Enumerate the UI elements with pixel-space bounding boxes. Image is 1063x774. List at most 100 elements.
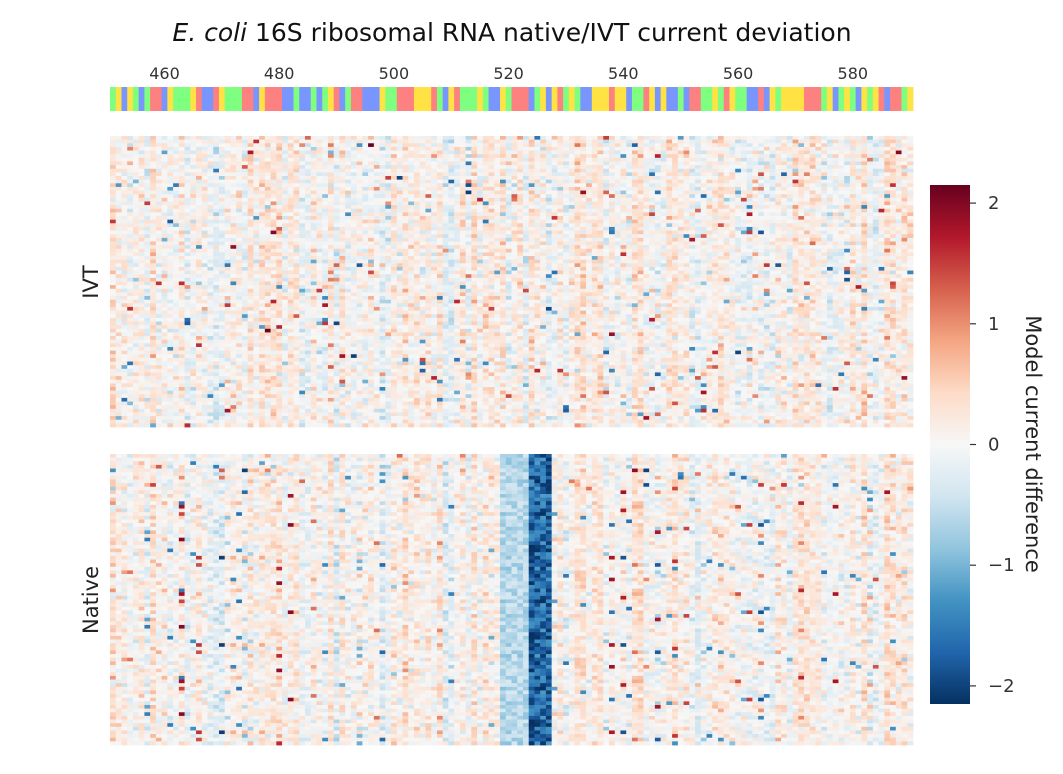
heatmap-cell: [718, 205, 724, 209]
heatmap-cell: [437, 201, 443, 205]
heatmap-cell: [202, 158, 208, 162]
heatmap-cell: [787, 212, 793, 216]
heatmap-cell: [655, 241, 661, 245]
heatmap-cell: [517, 158, 523, 162]
heatmap-cell: [678, 151, 684, 155]
heatmap-cell: [815, 216, 821, 220]
heatmap-cell: [666, 227, 672, 231]
heatmap-cell: [311, 238, 317, 242]
heatmap-cell: [471, 187, 477, 191]
heatmap-cell: [712, 223, 718, 227]
heatmap-cell: [483, 176, 489, 180]
heatmap-cell: [362, 187, 368, 191]
heatmap-cell: [747, 180, 753, 184]
heatmap-cell: [632, 161, 638, 165]
heatmap-cell: [322, 183, 328, 187]
heatmap-cell: [729, 140, 735, 144]
heatmap-cell: [615, 172, 621, 176]
heatmap-cell: [838, 161, 844, 165]
heatmap-cell: [179, 140, 185, 144]
sequence-base: [529, 87, 535, 111]
heatmap-cell: [575, 223, 581, 227]
heatmap-cell: [288, 140, 294, 144]
heatmap-cell: [506, 256, 512, 260]
heatmap-cell: [873, 165, 879, 169]
heatmap-cell: [185, 161, 191, 165]
heatmap-cell: [460, 151, 466, 155]
heatmap-cell: [540, 165, 546, 169]
heatmap-cell: [162, 223, 168, 227]
heatmap-cell: [626, 187, 632, 191]
heatmap-cell: [890, 212, 896, 216]
heatmap-cell: [431, 143, 437, 147]
heatmap-cell: [540, 143, 546, 147]
heatmap-cell: [620, 231, 626, 235]
heatmap-cell: [707, 140, 713, 144]
heatmap-cell: [316, 183, 322, 187]
heatmap-cell: [506, 231, 512, 235]
heatmap-cell: [156, 212, 162, 216]
heatmap-cell: [729, 209, 735, 213]
heatmap-cell: [626, 205, 632, 209]
heatmap-cell: [569, 158, 575, 162]
heatmap-cell: [339, 161, 345, 165]
heatmap-cell: [116, 143, 122, 147]
heatmap-cell: [219, 136, 225, 140]
heatmap-cell: [896, 169, 902, 173]
sequence-base: [770, 87, 776, 111]
heatmap-cell: [649, 165, 655, 169]
heatmap-cell: [815, 194, 821, 198]
heatmap-cell: [219, 169, 225, 173]
heatmap-cell: [316, 223, 322, 227]
heatmap-cell: [179, 147, 185, 151]
heatmap-cell: [707, 143, 713, 147]
heatmap-cell: [827, 143, 833, 147]
heatmap-cell: [420, 209, 426, 213]
heatmap-cell: [592, 231, 598, 235]
heatmap-cell: [557, 147, 563, 151]
heatmap-cell: [856, 169, 862, 173]
heatmap-cell: [603, 183, 609, 187]
heatmap-cell: [219, 140, 225, 144]
heatmap-cell: [454, 252, 460, 256]
heatmap-cell: [500, 169, 506, 173]
heatmap-cell: [259, 201, 265, 205]
heatmap-cell: [815, 201, 821, 205]
heatmap-cell: [724, 216, 730, 220]
heatmap-cell: [781, 216, 787, 220]
heatmap-cell: [684, 216, 690, 220]
heatmap-cell: [489, 212, 495, 216]
heatmap-cell: [586, 187, 592, 191]
heatmap-cell: [133, 165, 139, 169]
heatmap-cell: [443, 180, 449, 184]
heatmap-cell: [259, 180, 265, 184]
heatmap-cell: [902, 165, 908, 169]
heatmap-cell: [408, 227, 414, 231]
heatmap-cell: [282, 176, 288, 180]
heatmap-cell: [144, 183, 150, 187]
heatmap-cell: [236, 260, 242, 264]
sequence-base: [684, 87, 690, 111]
heatmap-cell: [167, 147, 173, 151]
heatmap-cell: [121, 143, 127, 147]
heatmap-cell: [764, 234, 770, 238]
heatmap-cell: [781, 252, 787, 256]
heatmap-cell: [276, 176, 282, 180]
heatmap-cell: [494, 216, 500, 220]
heatmap-cell: [362, 143, 368, 147]
heatmap-cell: [678, 161, 684, 165]
heatmap-cell: [557, 187, 563, 191]
heatmap-cell: [339, 158, 345, 162]
heatmap-cell: [684, 187, 690, 191]
heatmap-cell: [764, 176, 770, 180]
heatmap-cell: [437, 249, 443, 253]
heatmap-cell: [466, 147, 472, 151]
x-tick-label: 540: [608, 64, 639, 83]
heatmap-cell: [850, 187, 856, 191]
heatmap-cell: [380, 205, 386, 209]
heatmap-cell: [156, 169, 162, 173]
heatmap-cell: [116, 176, 122, 180]
sequence-base: [781, 87, 787, 111]
heatmap-cell: [632, 256, 638, 260]
sequence-base: [202, 87, 208, 111]
